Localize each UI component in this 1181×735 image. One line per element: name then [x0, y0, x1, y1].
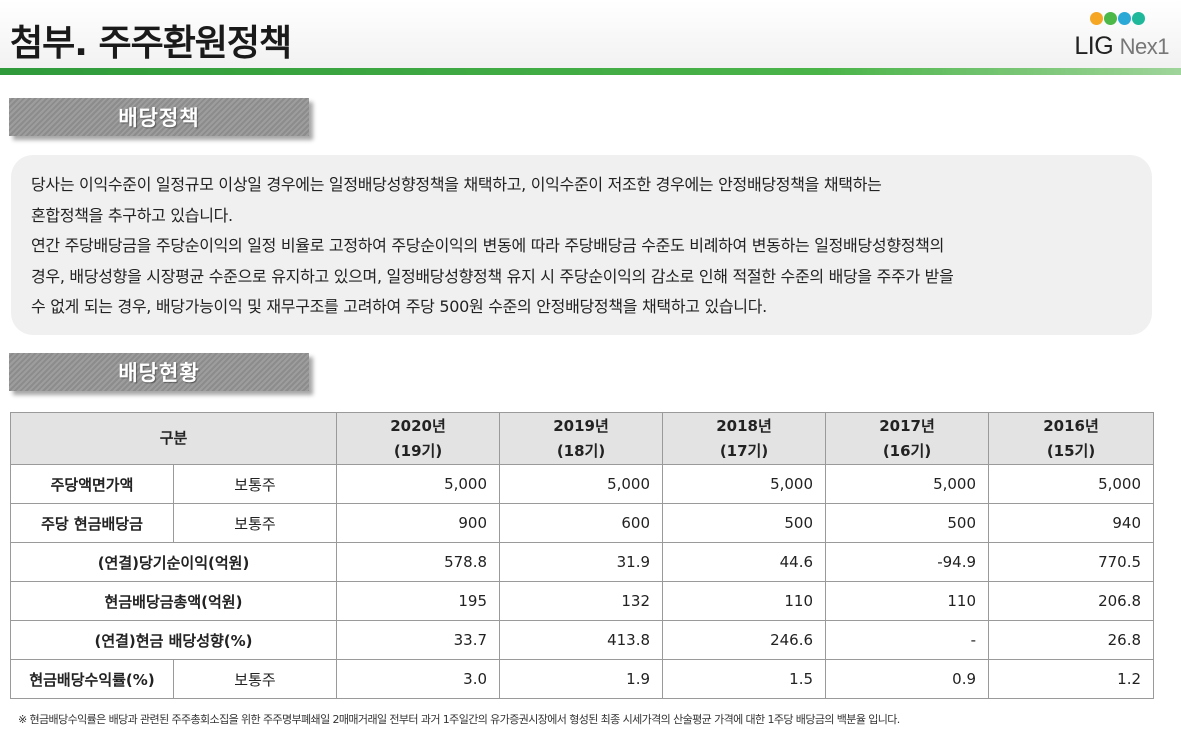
- policy-line-2: 혼합정책을 추구하고 있습니다.: [31, 205, 233, 225]
- row-label: 현금배당금총액(억원): [9, 581, 338, 621]
- table-row: 현금배당수익률(%) 보통주 3.0 1.9 1.5 0.9 1.2: [10, 659, 1155, 699]
- company-logo: LIG Nex1: [1069, 12, 1170, 61]
- table-cell: 26.8: [988, 620, 1155, 660]
- table-cell: 31.9: [499, 542, 664, 582]
- section-title-text: 배당현황: [118, 361, 200, 385]
- logo-dot-teal: [1132, 12, 1145, 25]
- row-sublabel: 보통주: [172, 659, 338, 699]
- header-year: 2019년: [553, 416, 609, 435]
- table-cell: 132: [499, 581, 664, 621]
- section-title-dividend-policy: 배당정책: [9, 98, 309, 136]
- row-label: (연결)당기순이익(억원): [9, 542, 338, 582]
- row-sublabel: 보통주: [172, 464, 338, 504]
- logo-dot-green: [1104, 12, 1117, 25]
- header-year-col: 2019년 (18기): [499, 412, 664, 465]
- table-cell: 206.8: [988, 581, 1155, 621]
- table-row: 현금배당금총액(억원) 195 132 110 110 206.8: [9, 581, 1155, 621]
- table-cell: 5,000: [499, 464, 664, 504]
- table-cell: 900: [336, 503, 501, 543]
- policy-line-4: 경우, 배당성향을 시장평균 수준으로 유지하고 있으며, 일정배당성향정책 유…: [31, 266, 954, 286]
- header-year: 2017년: [879, 416, 935, 435]
- table-row: (연결)현금 배당성향(%) 33.7 413.8 246.6 - 26.8: [9, 620, 1155, 660]
- page-title: 첨부. 주주환원정책: [10, 23, 292, 64]
- table-cell: 500: [825, 503, 990, 543]
- table-cell: 44.6: [662, 542, 827, 582]
- table-header-row: 구분 2020년 (19기) 2019년 (18기) 2018년 (17기) 2017…: [9, 412, 1155, 465]
- header-period: (15기): [1046, 441, 1096, 460]
- logo-dot-orange: [1090, 12, 1103, 25]
- policy-line-5: 수 없게 되는 경우, 배당가능이익 및 재무구조를 고려하여 주당 500원 …: [31, 297, 767, 316]
- header-period: (19기): [393, 441, 443, 460]
- table-cell: 600: [499, 503, 664, 543]
- logo-text-sub: Nex1: [1119, 34, 1170, 59]
- row-label: 주당액면가액: [10, 464, 174, 504]
- logo-text-main: LIG: [1074, 32, 1114, 60]
- table-cell: 110: [825, 581, 990, 621]
- table-cell: 1.5: [662, 659, 827, 699]
- table-row: 주당 현금배당금 보통주 900 600 500 500 940: [10, 503, 1155, 543]
- header-period: (18기): [556, 441, 606, 460]
- table-cell: 940: [988, 503, 1155, 543]
- section-title-dividend-status: 배당현황: [9, 353, 309, 391]
- table-cell: 1.2: [988, 659, 1155, 699]
- table-cell: 770.5: [988, 542, 1155, 582]
- row-label: (연결)현금 배당성향(%): [9, 620, 338, 660]
- header-year-col: 2018년 (17기): [662, 412, 827, 465]
- table-cell: 3.0: [336, 659, 501, 699]
- table-cell: 413.8: [499, 620, 664, 660]
- table-cell: 5,000: [825, 464, 990, 504]
- policy-line-1: 당사는 이익수준이 일정규모 이상일 경우에는 일정배당성향정책을 채택하고, …: [31, 175, 882, 194]
- table-cell: -94.9: [825, 542, 990, 582]
- logo-dots-icon: [1090, 12, 1145, 25]
- table-cell: 5,000: [336, 464, 501, 504]
- policy-line-3: 연간 주당배당금을 주당순이익의 일정 비율로 고정하여 주당순이익의 변동에 …: [31, 236, 944, 255]
- header-year: 2020년: [390, 416, 446, 435]
- table-row: 주당액면가액 보통주 5,000 5,000 5,000 5,000 5,000: [10, 464, 1155, 504]
- row-sublabel: 보통주: [172, 503, 338, 543]
- table-cell: -: [825, 620, 990, 660]
- row-label: 현금배당수익률(%): [10, 659, 174, 699]
- table-cell: 1.9: [499, 659, 664, 699]
- logo-text: LIG Nex1: [1074, 32, 1169, 61]
- table-row: (연결)당기순이익(억원) 578.8 31.9 44.6 -94.9 770.…: [9, 542, 1155, 582]
- table-cell: 33.7: [336, 620, 501, 660]
- footnote: ※ 현금배당수익률은 배당과 관련된 주주총회소집을 위한 주주명부폐쇄일 2매…: [18, 713, 900, 726]
- header-category: 구분: [9, 412, 338, 465]
- table-cell: 0.9: [825, 659, 990, 699]
- policy-description-box: 당사는 이익수준이 일정규모 이상일 경우에는 일정배당성향정책을 채택하고, …: [11, 155, 1152, 335]
- header-period: (17기): [719, 441, 769, 460]
- table-cell: 5,000: [662, 464, 827, 504]
- table-cell: 195: [336, 581, 501, 621]
- header-year: 2018년: [716, 416, 772, 435]
- header-year-col: 2016년 (15기): [988, 412, 1155, 465]
- header-year-col: 2017년 (16기): [825, 412, 990, 465]
- section-title-text: 배당정책: [118, 106, 200, 130]
- header-year-col: 2020년 (19기): [336, 412, 501, 465]
- header-divider: [0, 68, 1181, 75]
- logo-dot-blue: [1118, 12, 1131, 25]
- dividend-table: 구분 2020년 (19기) 2019년 (18기) 2018년 (17기) 2017…: [9, 412, 1155, 699]
- table-cell: 578.8: [336, 542, 501, 582]
- header-year: 2016년: [1043, 416, 1099, 435]
- header-period: (16기): [882, 441, 932, 460]
- table-cell: 5,000: [988, 464, 1155, 504]
- row-label: 주당 현금배당금: [10, 503, 174, 543]
- table-cell: 246.6: [662, 620, 827, 660]
- table-cell: 500: [662, 503, 827, 543]
- table-cell: 110: [662, 581, 827, 621]
- page-header: 첨부. 주주환원정책 LIG Nex1: [0, 0, 1181, 70]
